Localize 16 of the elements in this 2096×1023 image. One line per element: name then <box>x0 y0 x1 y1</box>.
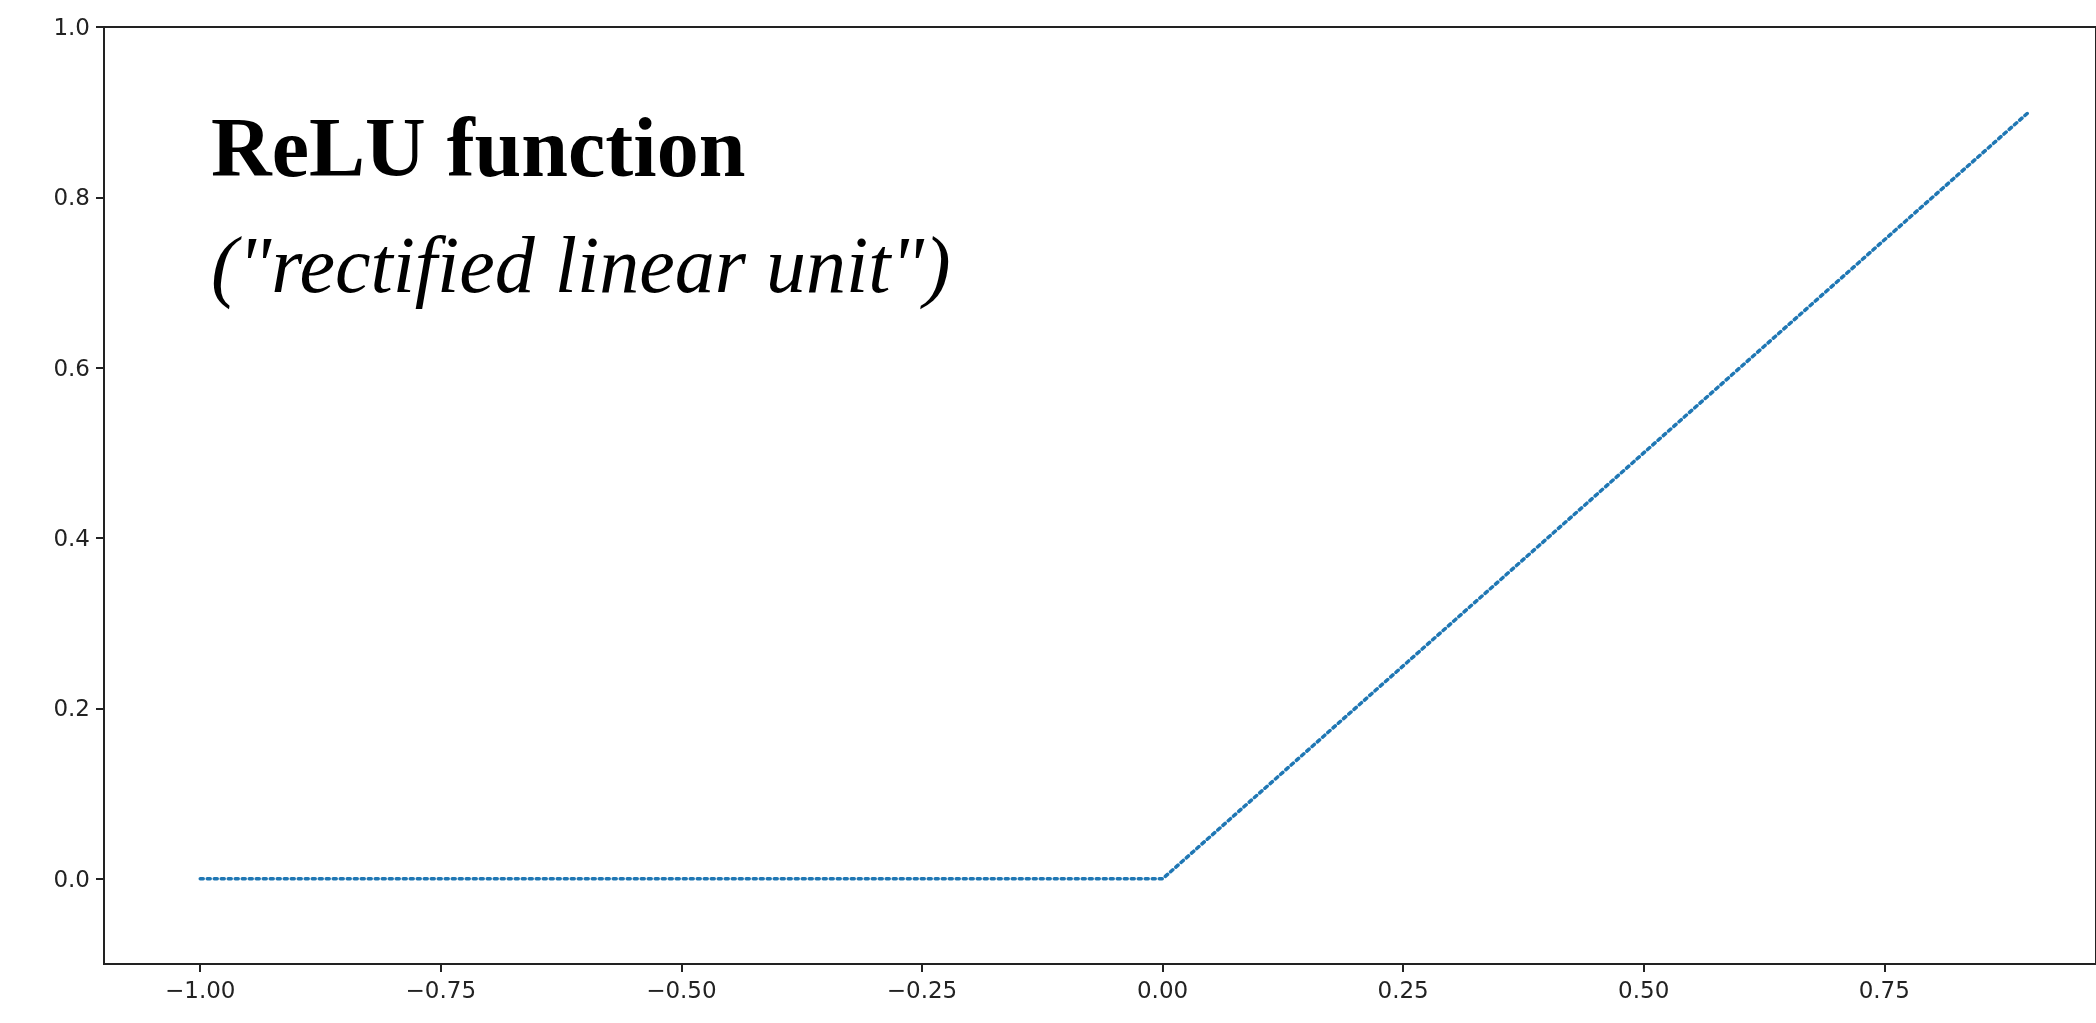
y-tick-label: 1.0 <box>53 14 90 40</box>
y-tick-label: 0.6 <box>53 354 90 381</box>
x-tick-label: −0.50 <box>646 976 717 1003</box>
x-tick-label: 0.25 <box>1377 976 1429 1003</box>
x-tick-label: 0.00 <box>1136 976 1189 1003</box>
y-tick-label: 0.0 <box>53 865 90 892</box>
x-tick-label: 0.75 <box>1858 976 1910 1003</box>
x-tick-label: 0.50 <box>1618 976 1670 1003</box>
x-tick-label: −1.00 <box>164 976 236 1003</box>
text: ("rectified linear unit") <box>211 221 951 310</box>
y-tick-label: 0.4 <box>53 525 90 552</box>
x-tick-label: −0.75 <box>405 976 477 1003</box>
x-tick-label: −0.25 <box>886 976 958 1003</box>
text: ReLU function <box>211 100 746 194</box>
y-tick-label: 0.2 <box>53 695 90 722</box>
y-tick-label: 0.8 <box>53 184 90 211</box>
